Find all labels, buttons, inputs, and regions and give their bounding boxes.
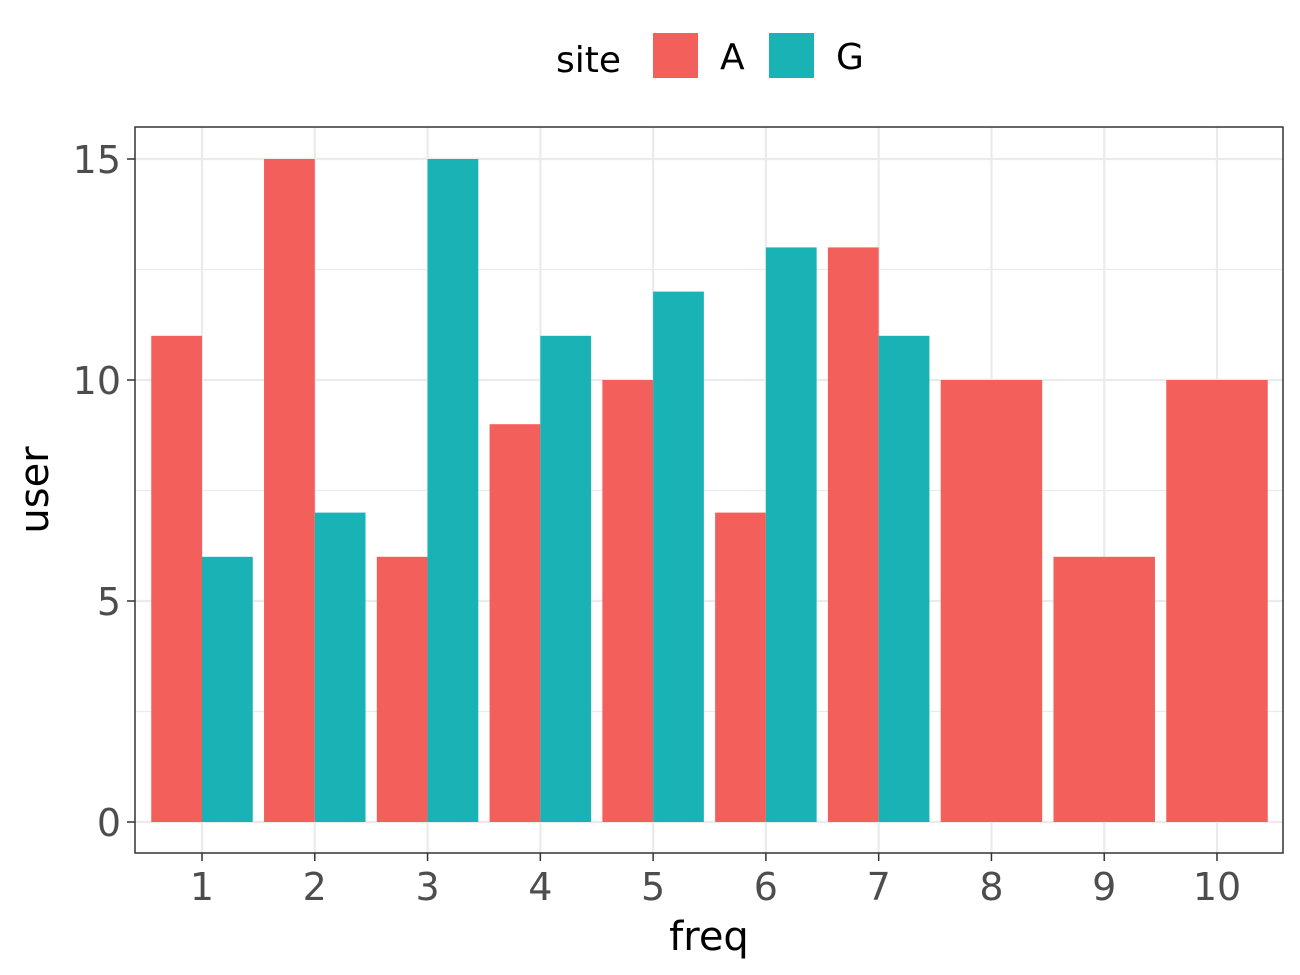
bar-g-2 — [314, 512, 366, 822]
x-axis-label: freq — [669, 914, 749, 960]
x-tick-label: 10 — [1193, 865, 1241, 909]
legend-label-a: A — [720, 37, 745, 78]
x-tick-label: 8 — [979, 865, 1003, 909]
bars — [151, 159, 1268, 823]
bar-a-10 — [1166, 380, 1268, 822]
x-tick-label: 3 — [415, 865, 439, 909]
x-tick-label: 1 — [190, 865, 214, 909]
legend: site A G — [556, 33, 864, 81]
bar-a-1 — [151, 335, 202, 822]
x-tick-label: 5 — [641, 865, 665, 909]
bar-a-4 — [489, 424, 541, 822]
bar-a-5 — [602, 380, 654, 822]
y-axis-label: user — [12, 446, 58, 534]
x-tick-label: 9 — [1092, 865, 1116, 909]
bar-a-7 — [827, 247, 879, 822]
y-tick-label: 10 — [73, 359, 121, 403]
bar-g-4 — [540, 335, 592, 822]
legend-key-a — [653, 33, 698, 78]
bar-g-5 — [653, 291, 704, 823]
x-tick-label: 4 — [528, 865, 552, 909]
bar-g-7 — [878, 335, 930, 822]
y-tick-label: 0 — [97, 801, 121, 845]
bar-g-6 — [765, 247, 817, 822]
legend-label-g: G — [836, 37, 864, 78]
bar-a-2 — [264, 159, 315, 822]
legend-key-g — [769, 33, 814, 78]
axes: 1 2 3 4 5 6 7 8 9 10 0 5 10 15 — [73, 138, 1242, 909]
x-tick-label: 6 — [754, 865, 778, 909]
bar-a-6 — [715, 512, 766, 822]
bar-a-8 — [940, 380, 1043, 822]
bar-a-9 — [1053, 556, 1155, 822]
x-tick-label: 7 — [867, 865, 891, 909]
legend-title: site — [556, 40, 621, 81]
y-tick-label: 15 — [73, 138, 121, 182]
panel-border — [134, 126, 1284, 854]
y-tick-label: 5 — [97, 580, 121, 624]
bar-g-1 — [202, 556, 253, 822]
x-tick-label: 2 — [303, 865, 327, 909]
bar-g-3 — [427, 159, 479, 822]
bar-a-3 — [376, 556, 428, 822]
